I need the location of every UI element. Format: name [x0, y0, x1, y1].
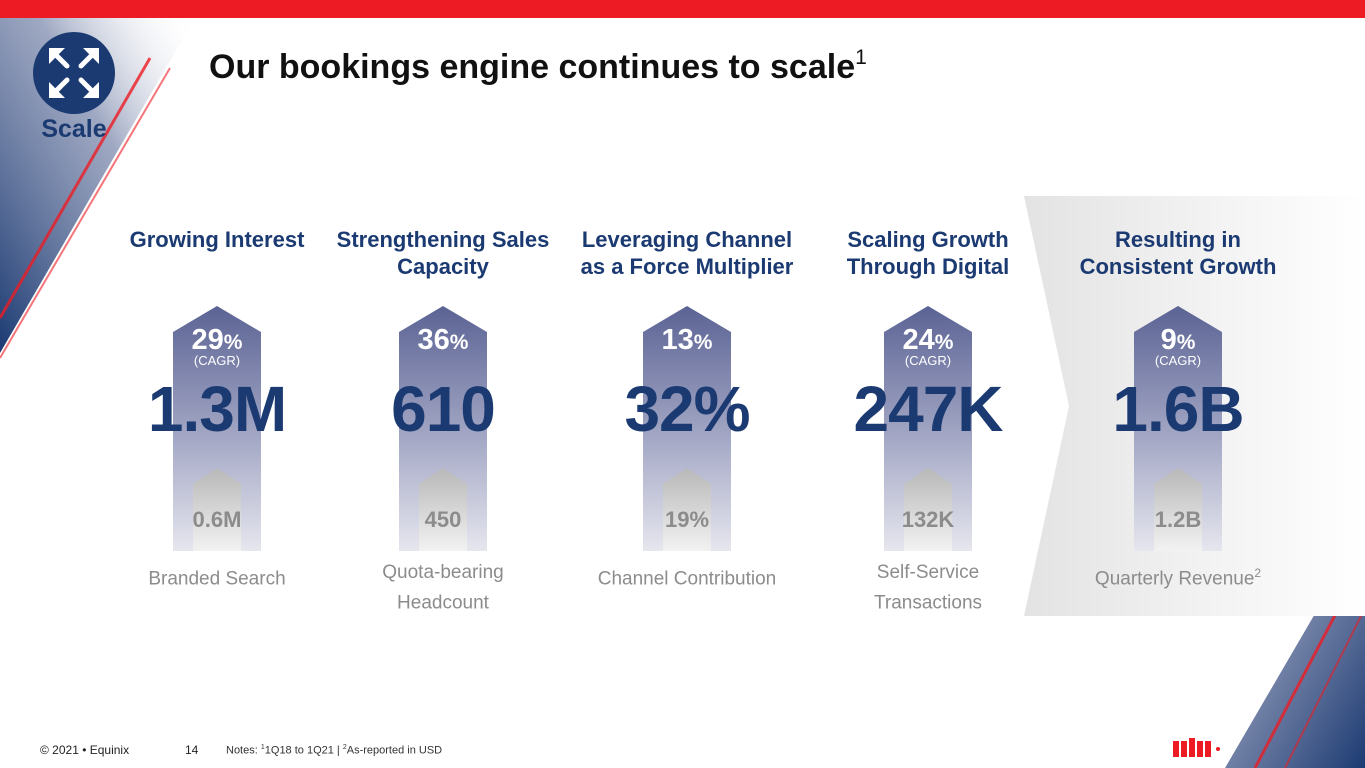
note2-marker: 2	[342, 744, 347, 751]
equinix-logo	[1173, 738, 1220, 757]
current-value: 610	[391, 373, 496, 445]
metric-column: Leveraging Channel as a Force Multiplier…	[567, 226, 807, 616]
column-heading: Leveraging Channel as a Force Multiplier	[580, 227, 794, 279]
note1-text: 1Q18 to 1Q21 |	[264, 744, 343, 757]
metric-label: Branded Search	[97, 561, 337, 591]
growth-percent-sign: %	[693, 331, 713, 354]
prior-value: 19%	[664, 507, 710, 532]
page-title: Our bookings engine continues to scale1	[209, 46, 867, 87]
note1-marker: 1	[260, 744, 265, 751]
growth-value: 29	[191, 324, 224, 356]
metric-column: Strengthening Sales Capacity 36% 610 450 Quo…	[323, 226, 563, 616]
growth-rate: 29%	[97, 324, 337, 357]
metric-label: Channel Contribution	[567, 561, 807, 591]
growth-rate: 24%	[808, 324, 1048, 357]
copyright: © 2021 • Equinix	[40, 743, 130, 757]
metric-text: Quarterly Revenue	[1094, 568, 1255, 590]
growth-value: 9	[1160, 324, 1177, 356]
growth-value: 13	[661, 324, 694, 356]
growth-arrow-graphic	[173, 306, 261, 551]
metric-label: Quarterly Revenue2	[1058, 561, 1298, 591]
metric-text: Quota-bearing Headcount	[382, 562, 504, 614]
growth-rate: 13%	[567, 324, 807, 357]
scale-badge	[33, 32, 115, 114]
column-heading: Scaling Growth Through Digital	[846, 227, 1010, 279]
growth-arrow-graphic	[884, 306, 972, 551]
metric-column: Resulting in Consistent Growth 9% (CAGR) 1.…	[1058, 226, 1298, 616]
growth-rate: 9%	[1058, 324, 1298, 357]
current-value: 32%	[624, 373, 750, 445]
badge-label: Scale	[41, 115, 107, 143]
metric-text: Channel Contribution	[597, 568, 777, 590]
metric-label: Quota-bearing Headcount	[363, 561, 523, 615]
footnotes: Notes: 11Q18 to 1Q21 | 2As-reported in U…	[226, 744, 442, 757]
cagr-label: (CAGR)	[904, 353, 952, 368]
metric-label: Self-Service Transactions	[858, 561, 998, 615]
column-heading: Strengthening Sales Capacity	[336, 227, 550, 279]
title-text: Our bookings engine continues to scale	[209, 48, 856, 86]
expand-arrows-icon	[49, 48, 99, 98]
current-value: 247K	[853, 373, 1004, 445]
metric-footnote-marker: 2	[1254, 566, 1262, 580]
growth-value: 36	[417, 324, 450, 356]
prior-value: 0.6M	[192, 507, 242, 532]
growth-arrow-graphic	[643, 306, 731, 551]
growth-percent-sign: %	[934, 331, 954, 354]
title-footnote-marker: 1	[855, 46, 867, 69]
growth-percent-sign: %	[223, 331, 243, 354]
column-heading: Resulting in Consistent Growth	[1079, 227, 1277, 279]
notes-prefix: Notes:	[226, 744, 261, 757]
metric-text: Branded Search	[148, 568, 286, 590]
growth-arrow-graphic	[1134, 306, 1222, 551]
cagr-label: (CAGR)	[1154, 353, 1202, 368]
metric-text: Self-Service Transactions	[873, 562, 983, 614]
cagr-label: (CAGR)	[193, 353, 241, 368]
growth-percent-sign: %	[1176, 331, 1196, 354]
column-heading: Growing Interest	[129, 227, 305, 252]
current-value: 1.3M	[147, 373, 287, 445]
growth-arrow-graphic	[399, 306, 487, 551]
page-number: 14	[185, 743, 199, 757]
prior-value: 132K	[901, 507, 955, 532]
top-accent-bar	[0, 0, 1365, 18]
prior-value: 1.2B	[1154, 507, 1202, 532]
prior-value: 450	[424, 507, 462, 532]
growth-percent-sign: %	[449, 331, 469, 354]
current-value: 1.6B	[1112, 373, 1244, 445]
growth-rate: 36%	[323, 324, 563, 357]
note2-text: As-reported in USD	[346, 744, 443, 757]
growth-value: 24	[902, 324, 935, 356]
metric-column: Scaling Growth Through Digital 24% (CAGR) 2…	[808, 226, 1048, 616]
metric-column: Growing Interest 29% (CAGR) 1.3M 0.6M Branded…	[97, 226, 337, 616]
